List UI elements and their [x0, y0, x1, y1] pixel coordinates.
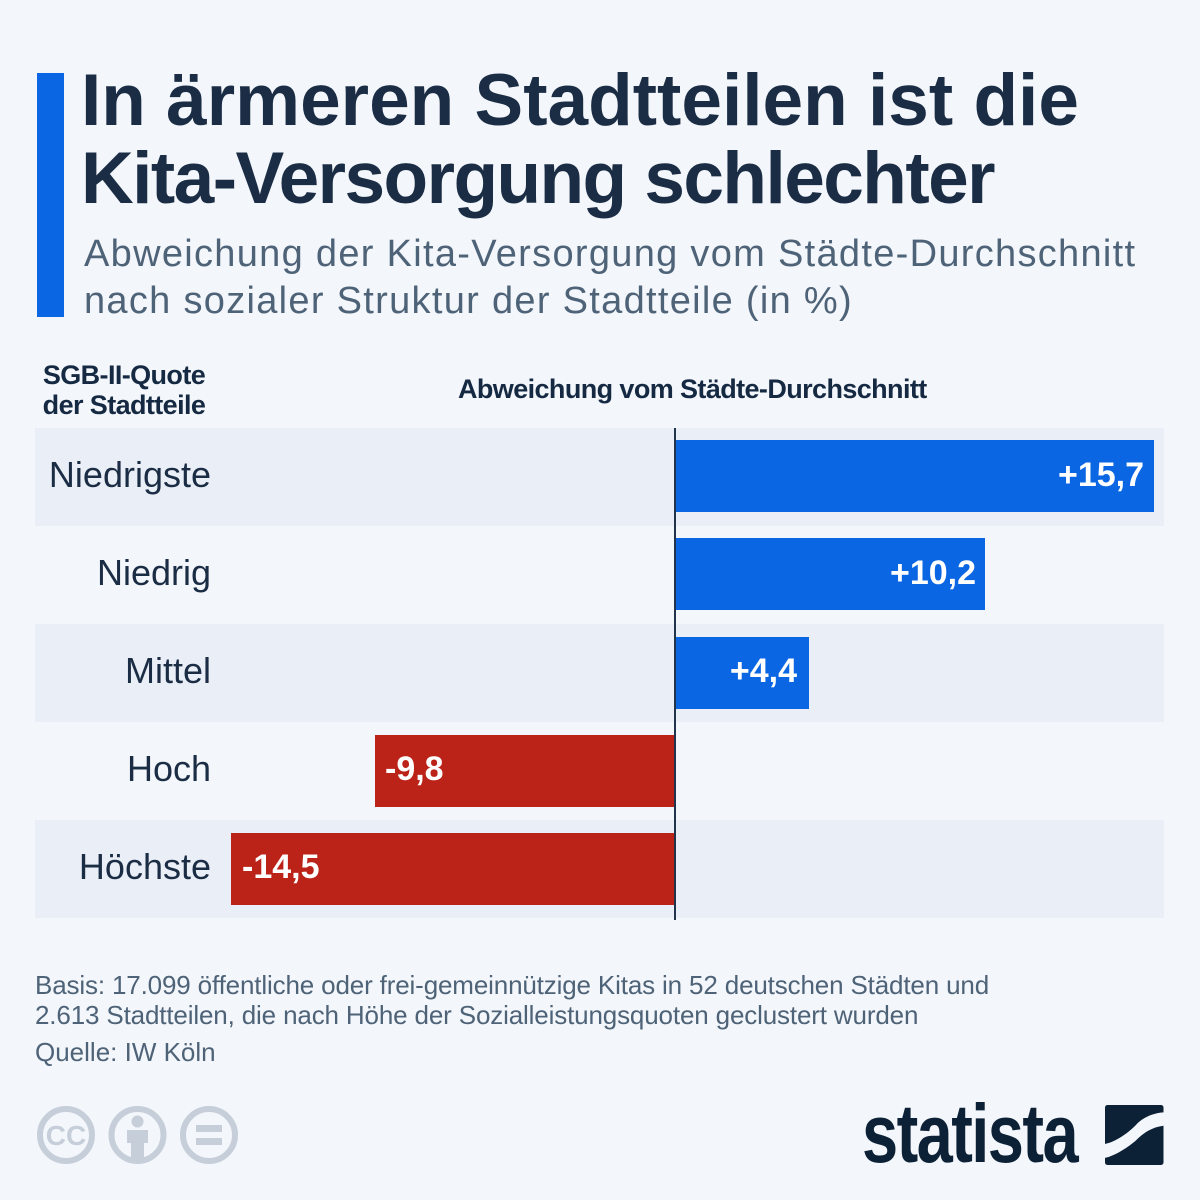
- svg-text:CC: CC: [46, 1120, 86, 1151]
